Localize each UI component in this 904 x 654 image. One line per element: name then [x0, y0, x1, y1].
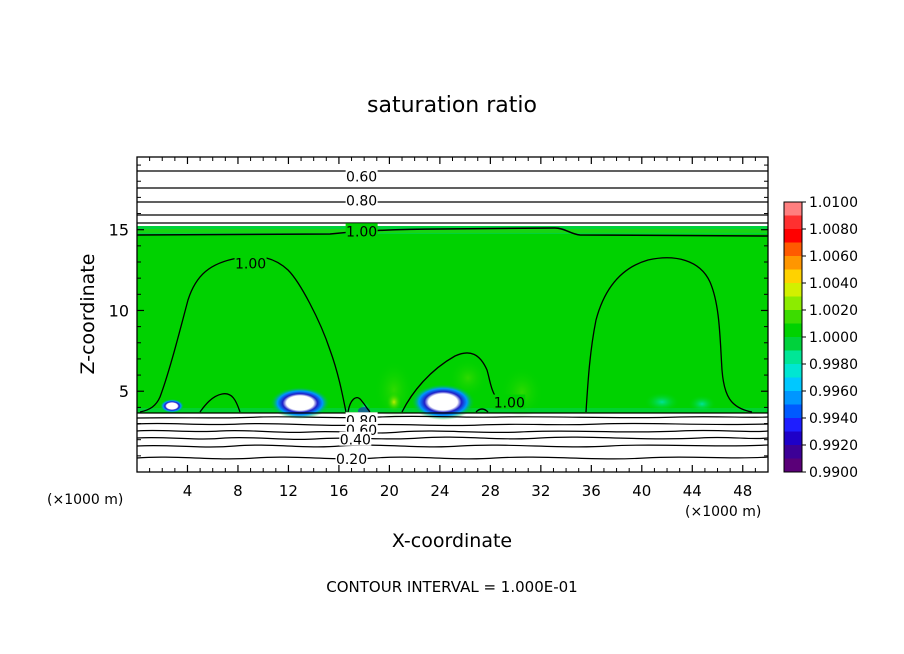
colorbar-swatch — [784, 391, 802, 405]
field-anomaly — [386, 392, 402, 412]
x-tick-label: 4 — [183, 482, 193, 500]
x-tick-label: 44 — [683, 482, 702, 500]
contour-label: 0.40 — [340, 433, 371, 449]
colorbar-label: 1.0000 — [809, 330, 858, 346]
colorbar-swatch — [784, 256, 802, 270]
y-tick-label: 5 — [119, 382, 129, 401]
contour-label: 1.00 — [235, 257, 266, 273]
colorbar: 1.0100 1.0080 1.0060 1.0040 1.0020 1.0000 0.99… — [783, 195, 858, 481]
contour-label-bg — [345, 192, 378, 207]
subsaturated-blob — [411, 384, 475, 420]
contour-line — [137, 444, 768, 448]
subsaturated-blob — [270, 387, 330, 419]
colorbar-swatch — [784, 296, 802, 311]
colorbar-swatch — [784, 364, 802, 378]
contour-interval-note: CONTOUR INTERVAL = 1.000E-01 — [326, 578, 577, 596]
contour-label: 0.60 — [346, 169, 377, 185]
x-unit-label-left: (×1000 m) — [47, 492, 123, 508]
contour-line — [137, 456, 768, 460]
colorbar-label: 0.9900 — [809, 465, 858, 481]
colorbar-label: 0.9980 — [809, 357, 858, 373]
colorbar-swatch — [784, 310, 802, 324]
contour-line — [199, 393, 241, 413]
field-anomaly — [374, 360, 414, 420]
plot-area — [137, 157, 768, 472]
contour-label: 1.00 — [494, 396, 525, 412]
x-tick-label: 32 — [531, 482, 550, 500]
x-tick-label: 48 — [733, 482, 752, 500]
contour-label: 1.00 — [346, 224, 377, 240]
colorbar-swatch — [784, 337, 802, 351]
contour-line — [475, 408, 489, 413]
contour-line — [137, 415, 768, 419]
x-tick-label: 8 — [233, 482, 243, 500]
subsaturated-blob — [160, 399, 184, 413]
colorbar-swatch — [784, 350, 802, 365]
x-tick-label: 40 — [632, 482, 651, 500]
colorbar-swatch — [784, 377, 802, 392]
x-axis: 4 8 12 16 20 24 28 32 36 40 44 48 — [149, 157, 756, 500]
contour-label-bg — [345, 223, 378, 238]
colorbar-label: 1.0100 — [809, 195, 858, 211]
y-axis-label: Z-coordinate — [77, 254, 99, 375]
chart-title: saturation ratio — [367, 93, 537, 118]
x-tick-label: 36 — [582, 482, 601, 500]
colorbar-label: 1.0080 — [809, 222, 858, 238]
field-anomaly — [644, 392, 680, 412]
contour-line — [401, 352, 499, 413]
colorbar-swatch — [784, 431, 802, 446]
colorbar-swatch — [784, 215, 802, 230]
y-tick-label: 10 — [109, 301, 129, 320]
contour-line — [585, 257, 753, 413]
colorbar-label: 0.9960 — [809, 384, 858, 400]
x-tick-label: 28 — [481, 482, 500, 500]
field-anomaly — [688, 395, 716, 413]
colorbar-label: 1.0040 — [809, 276, 858, 292]
colorbar-swatch — [784, 323, 802, 338]
x-axis-label: X-coordinate — [392, 530, 512, 552]
colorbar-label: 0.9920 — [809, 438, 858, 454]
colorbar-swatch — [784, 418, 802, 432]
contour-label-bg — [335, 451, 368, 466]
x-tick-label: 20 — [380, 482, 399, 500]
colorbar-swatch — [784, 269, 802, 284]
contour-labels: 0.600.801.001.001.000.800.600.400.20 — [234, 168, 526, 468]
x-tick-label: 12 — [279, 482, 298, 500]
x-tick-label: 16 — [329, 482, 348, 500]
contour-label-bg — [339, 431, 372, 446]
colorbar-swatch — [784, 242, 802, 257]
colorbar-swatch — [784, 202, 802, 216]
contour-line — [137, 422, 768, 427]
x-unit-label-right: (×1000 m) — [685, 504, 761, 520]
contour-label-bg — [493, 394, 526, 409]
contour-label: 0.20 — [336, 452, 367, 468]
y-axis: 5 10 15 — [109, 164, 768, 457]
y-tick-label: 15 — [109, 221, 129, 240]
colorbar-swatch — [784, 445, 802, 459]
saturated-layer-top-band — [137, 229, 768, 233]
contour-label-bg — [234, 255, 267, 270]
x-tick-label: 24 — [430, 482, 449, 500]
colorbar-label: 1.0020 — [809, 303, 858, 319]
colorbar-label: 0.9940 — [809, 411, 858, 427]
colorbar-swatch — [784, 229, 802, 243]
contour-label-bg — [345, 168, 378, 183]
contour-line — [137, 429, 768, 434]
colorbar-swatch — [784, 404, 802, 419]
contour-line — [347, 397, 371, 413]
contour-label: 0.80 — [346, 194, 377, 210]
contour-line — [137, 436, 768, 441]
colorbar-label: 1.0060 — [809, 249, 858, 265]
colorbar-swatch — [784, 458, 802, 473]
colorbar-swatch — [784, 283, 802, 297]
